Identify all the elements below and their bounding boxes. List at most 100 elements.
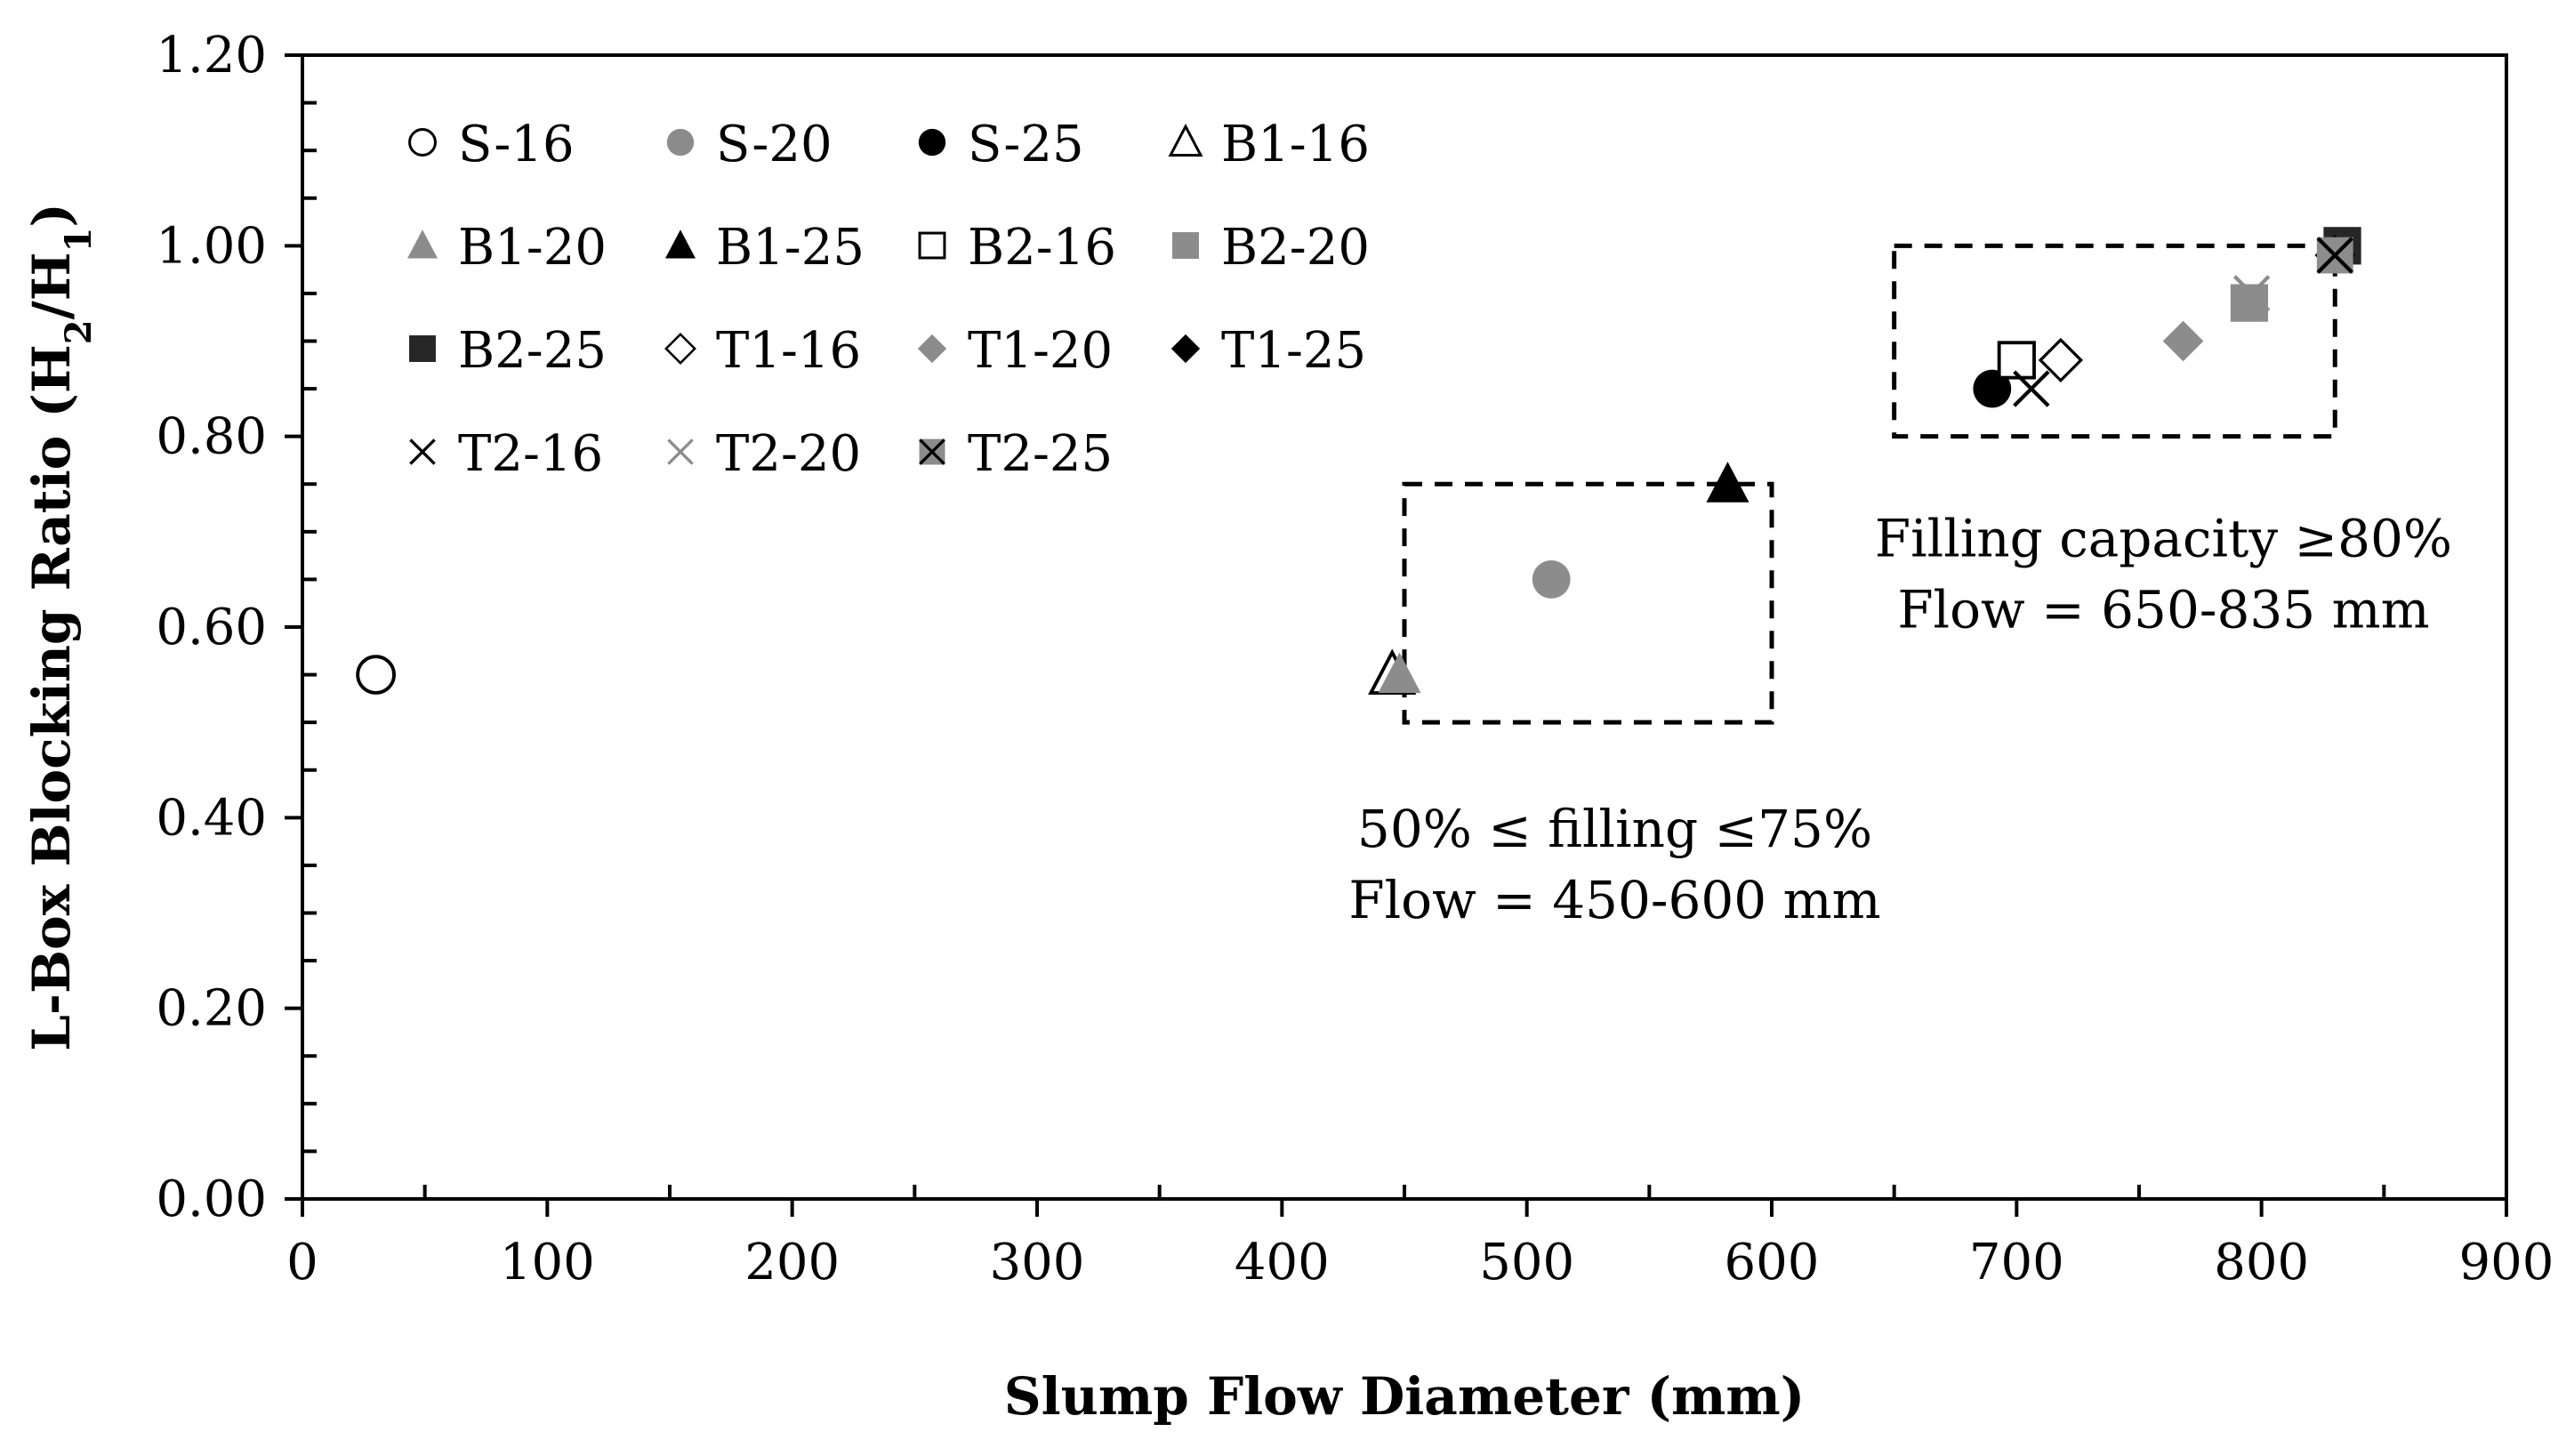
x-tick-label: 200 [744,1234,840,1291]
legend-item-S-25: S-25 [918,116,1084,173]
y-axis-title-sub2: 1 [58,228,100,253]
marker-shape [2162,320,2204,362]
y-tick-label: 0.20 [156,980,267,1038]
region-annotation-2-line-1: Filling capacity ≥80% [1875,509,2452,569]
legend-item-B1-16: B1-16 [1168,116,1370,173]
marker-shape [917,334,947,364]
legend-marker-B2-16 [918,231,946,260]
legend-marker-T1-25 [1170,334,1201,364]
region-annotation-2-line-2: Flow = 650-835 mm [1897,580,2429,640]
legend-item-T2-25: T2-25 [919,425,1113,483]
data-points [356,227,2361,696]
legend-item-B1-20: B1-20 [407,219,607,277]
legend-item-T2-20: T2-20 [667,425,861,483]
marker-shape [356,655,396,695]
marker-shape [1706,462,1750,503]
y-tick-label: 0.00 [156,1170,267,1228]
marker-shape [664,333,696,365]
marker-shape [919,438,945,465]
region-annotation-1-line-2: Flow = 450-600 mm [1348,870,1880,930]
annotations: 50% ≤ filling ≤75% Flow = 450-600 mm Filli… [1348,509,2452,930]
x-tick-label: 0 [286,1234,318,1291]
point-T2-25 [2316,237,2353,274]
legend-marker-B2-20 [1172,232,1199,259]
x-tick-label: 300 [990,1234,1085,1291]
legend-marker-B1-20 [407,229,438,259]
axis-ticks: 0 100 200 300 400 500 600 700 800 900 0.00 0.20 0.40… [156,27,2554,1291]
y-tick-label: 0.40 [156,789,267,847]
marker-shape [1172,232,1199,259]
legend-marker-T2-25 [919,438,945,465]
legend: S-16 S-20 S-25 B1-16 B1-20 B1-25 B2-16 B2-20 B2-… [407,116,1370,483]
point-S-16 [356,655,396,695]
region-box-2 [1892,243,2337,439]
legend-marker-T2-20 [667,438,694,465]
marker-shape [407,229,438,259]
legend-label-T1-16: T1-16 [716,322,861,380]
marker-shape [918,231,946,260]
x-tick-label: 900 [2459,1234,2554,1291]
y-tick-label: 0.60 [156,599,267,656]
x-axis-title: Slump Flow Diameter (mm) [1004,1366,1805,1427]
region-boxes [1402,243,2337,725]
marker-shape [918,128,946,157]
legend-item-B2-20: B2-20 [1172,219,1370,277]
legend-item-B1-25: B1-25 [665,219,865,277]
legend-label-T2-20: T2-20 [716,425,861,483]
legend-marker-T1-20 [917,334,947,364]
point-T2-16 [2013,370,2050,407]
point-B1-25 [1706,462,1750,503]
legend-marker-S-16 [408,128,437,157]
y-tick-label: 1.00 [156,217,267,275]
region-box-1 [1402,481,1774,725]
legend-label-B2-20: B2-20 [1221,219,1370,277]
marker-shape [1532,559,1571,599]
marker-shape [2316,237,2353,274]
legend-label-B1-16: B1-16 [1221,116,1370,173]
marker-shape [2013,370,2050,407]
legend-label-S-25: S-25 [968,116,1084,173]
marker-shape [2038,337,2084,383]
y-axis-title-sub1: 2 [58,319,100,344]
point-T2-20 [2232,275,2271,312]
marker-shape [409,335,436,362]
legend-marker-S-20 [666,128,695,157]
legend-item-T1-25: T1-25 [1170,322,1366,380]
x-tick-label: 500 [1479,1234,1574,1291]
legend-item-T1-16: T1-16 [664,322,861,380]
point-S-20 [1532,559,1571,599]
x-tick-label: 100 [500,1234,595,1291]
legend-label-B1-25: B1-25 [716,219,865,277]
legend-item-S-20: S-20 [666,116,833,173]
marker-shape [1378,652,1421,694]
legend-label-T2-16: T2-16 [458,425,603,483]
point-T1-16 [2038,337,2084,383]
legend-label-B2-25: B2-25 [458,322,607,380]
legend-marker-S-25 [918,128,946,157]
y-axis-title-close: ) [21,203,82,227]
y-tick-label: 1.20 [156,27,267,84]
legend-item-S-16: S-16 [408,116,575,173]
point-B1-20 [1378,652,1421,694]
marker-shape [666,128,695,157]
legend-label-T1-25: T1-25 [1221,322,1366,380]
legend-item-B2-25: B2-25 [409,322,607,380]
y-tick-label: 0.80 [156,408,267,466]
legend-label-S-16: S-16 [458,116,575,173]
y-axis-title-main: L-Box Blocking Ratio (H [21,344,82,1051]
legend-marker-B1-25 [665,229,696,259]
legend-marker-B1-16 [1168,124,1203,157]
x-tick-label: 700 [1969,1234,2064,1291]
marker-shape [409,438,436,465]
marker-shape [667,438,694,465]
legend-label-T1-20: T1-20 [968,322,1113,380]
point-T1-20 [2162,320,2204,362]
legend-item-T2-16: T2-16 [409,425,603,483]
legend-label-B2-16: B2-16 [968,219,1116,277]
legend-label-T2-25: T2-25 [968,425,1113,483]
marker-shape [665,229,696,259]
legend-marker-T1-16 [664,333,696,365]
region-annotation-1-line-1: 50% ≤ filling ≤75% [1357,799,1872,859]
legend-label-S-20: S-20 [716,116,833,173]
